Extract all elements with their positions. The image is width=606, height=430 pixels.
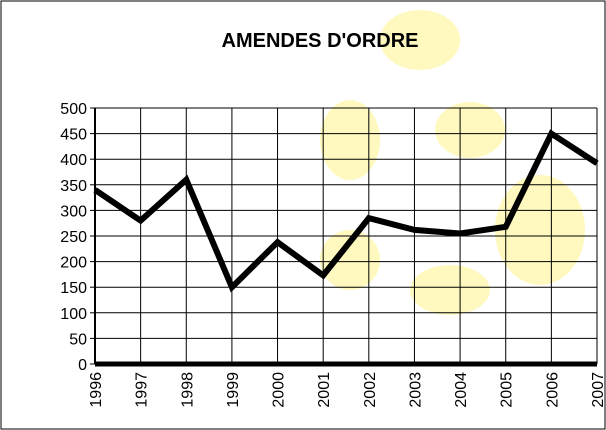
data-line [93, 129, 599, 293]
x-tick-label: 2006 [544, 372, 561, 408]
x-tick-label: 2003 [407, 372, 424, 408]
x-tick-label: 2005 [499, 372, 516, 408]
chart-title: AMENDES D'ORDRE [222, 30, 419, 52]
y-tick-label: 250 [60, 229, 87, 246]
x-tick-label: 2002 [362, 372, 379, 408]
y-tick-label: 200 [60, 255, 87, 272]
y-tick-label: 350 [60, 178, 87, 195]
x-tick-label: 1998 [179, 372, 196, 408]
y-tick-label: 450 [60, 127, 87, 144]
y-tick-label: 150 [60, 280, 87, 297]
y-tick-label: 400 [60, 152, 87, 169]
x-tick-label: 2004 [453, 372, 470, 408]
x-tick-label: 2007 [590, 372, 606, 408]
x-tick-label: 1996 [88, 372, 105, 408]
x-tick-label: 2000 [271, 372, 288, 408]
x-tick-label: 1997 [134, 372, 151, 408]
y-tick-label: 500 [60, 101, 87, 118]
y-tick-label: 50 [69, 331, 87, 348]
y-tick-label: 300 [60, 203, 87, 220]
plot-area: 0 50 100 150 200 250 300 350 400 450 500 1996 1997 19… [60, 101, 606, 408]
x-tick-label: 1999 [225, 372, 242, 408]
y-tick-label: 0 [78, 357, 87, 374]
y-tick-label: 100 [60, 306, 87, 323]
x-tick-label: 2001 [316, 372, 333, 408]
